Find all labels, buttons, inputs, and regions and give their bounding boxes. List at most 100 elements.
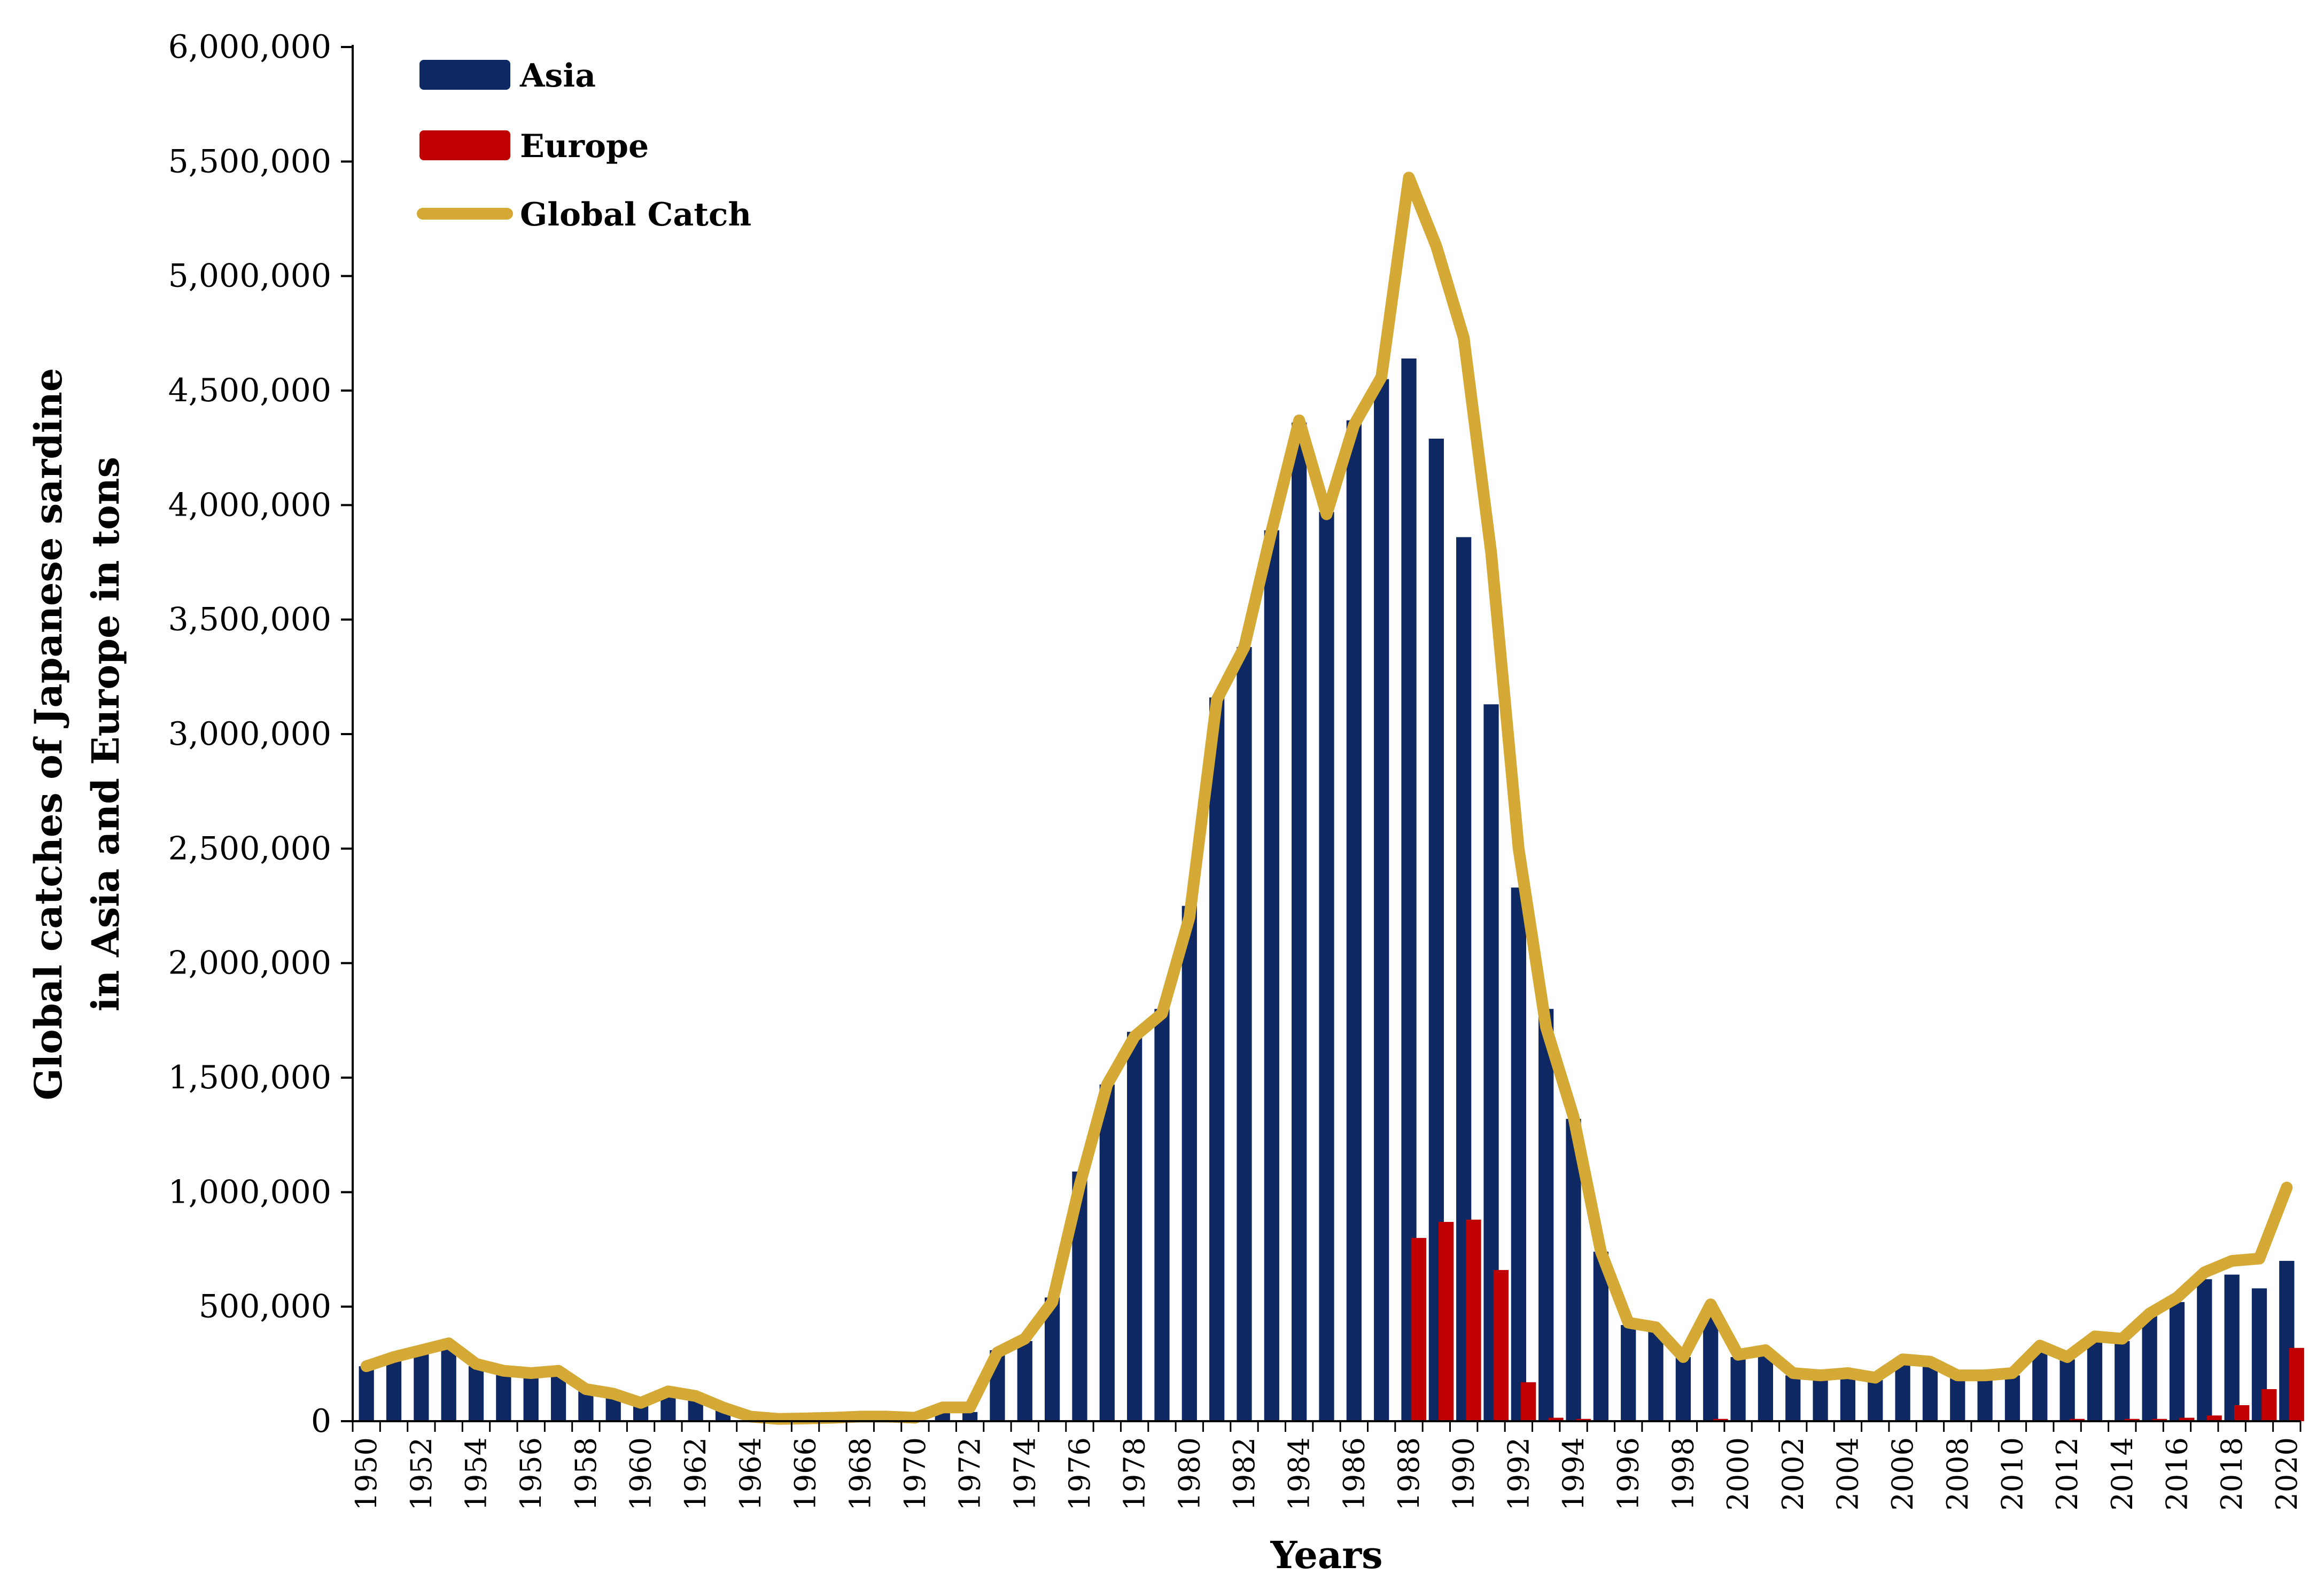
asia-bar-1980 [1182, 906, 1197, 1421]
europe-bar-1999 [1713, 1419, 1728, 1421]
x-tick-label: 1992 [1502, 1437, 1535, 1510]
asia-bar-2000 [1730, 1357, 1746, 1421]
x-tick-label: 1958 [569, 1437, 603, 1510]
y-tick-label: 4,500,000 [168, 372, 331, 409]
asia-bar-2017 [2197, 1279, 2212, 1421]
x-tick-label: 1954 [460, 1437, 493, 1510]
x-tick-label: 1970 [898, 1437, 932, 1510]
asia-bar-2011 [2032, 1347, 2048, 1421]
y-axis-title-line-1: Global catches of Japanese sardine [26, 368, 71, 1101]
europe-bar-2014 [2124, 1419, 2140, 1421]
axes-layer: 0 500,000 1,000,000 1,500,000 2,000,000 2,500… [26, 28, 2304, 1577]
x-tick-label: 2004 [1831, 1437, 1864, 1510]
x-tick-label: 1964 [734, 1437, 767, 1510]
asia-bar-1983 [1264, 530, 1279, 1421]
x-tick-label: 1968 [843, 1437, 877, 1510]
europe-bar-2015 [2151, 1419, 2167, 1421]
asia-bar-1996 [1621, 1324, 1636, 1421]
x-tick-label: 1980 [1172, 1437, 1206, 1510]
asia-bar-1979 [1154, 1009, 1170, 1421]
asia-bar-1993 [1538, 1009, 1554, 1421]
x-tick-label: 2006 [1886, 1437, 1919, 1510]
x-tick-label: 2014 [2105, 1437, 2139, 1510]
asia-bar-2012 [2059, 1359, 2075, 1421]
asia-bar-2014 [2115, 1341, 2130, 1421]
asia-bar-1981 [1209, 697, 1225, 1421]
europe-bar-1991 [1493, 1270, 1509, 1421]
y-tick-label: 500,000 [199, 1288, 331, 1326]
y-tick-label: 2,000,000 [168, 945, 331, 982]
europe-bar-1994 [1575, 1419, 1591, 1421]
asia-bar-2009 [1977, 1377, 1993, 1421]
x-tick-label: 1974 [1008, 1437, 1041, 1510]
x-tick-label: 1966 [789, 1437, 822, 1510]
europe-bar-2017 [2206, 1415, 2222, 1421]
asia-bar-1955 [496, 1373, 511, 1421]
x-tick-label: 2010 [1995, 1437, 2029, 1510]
asia-bar-1998 [1675, 1357, 1691, 1421]
line-layer [360, 172, 2293, 1425]
legend-label-asia: Asia [519, 57, 596, 95]
asia-bar-2006 [1895, 1361, 1910, 1421]
x-tick-label: 1978 [1118, 1437, 1152, 1510]
europe-bar-1990 [1466, 1219, 1481, 1421]
asia-bar-1953 [441, 1345, 456, 1421]
asia-bar-2002 [1785, 1375, 1801, 1421]
y-tick-label: 4,000,000 [168, 486, 331, 524]
asia-bar-2015 [2142, 1315, 2157, 1421]
asia-bar-1985 [1319, 512, 1334, 1422]
asia-bar-2013 [2087, 1338, 2103, 1421]
legend: Asia Europe Global Catch [417, 57, 751, 233]
europe-bar-2018 [2234, 1405, 2250, 1421]
legend-swatch-asia [419, 60, 510, 90]
x-tick-label: 2020 [2270, 1437, 2304, 1510]
y-tick-label: 3,000,000 [168, 715, 331, 753]
asia-bar-1986 [1346, 420, 1362, 1421]
x-tick-label: 1986 [1337, 1437, 1371, 1510]
asia-bar-1956 [523, 1375, 539, 1421]
y-tick-label: 1,500,000 [168, 1059, 331, 1096]
x-tick-label: 1962 [679, 1437, 712, 1510]
y-tick-label: 0 [311, 1402, 331, 1440]
asia-bar-1984 [1292, 423, 1307, 1421]
asia-bar-1954 [468, 1366, 484, 1421]
x-tick-label: 1952 [405, 1437, 438, 1510]
x-tick-label: 1982 [1227, 1437, 1261, 1510]
europe-bar-1993 [1548, 1417, 1564, 1421]
y-tick-label: 2,500,000 [168, 830, 331, 867]
asia-bar-1974 [1017, 1341, 1032, 1421]
x-tick-label: 1950 [349, 1437, 383, 1510]
asia-bar-2016 [2169, 1302, 2185, 1421]
asia-bar-2007 [1922, 1363, 1938, 1421]
asia-bar-1987 [1374, 379, 1389, 1421]
x-tick-label: 2008 [1941, 1437, 1975, 1510]
asia-bar-1982 [1237, 647, 1252, 1421]
x-tick-label: 1984 [1283, 1437, 1316, 1510]
legend-swatch-europe [419, 130, 510, 160]
x-tick-label: 1956 [514, 1437, 548, 1510]
europe-bar-2012 [2069, 1419, 2085, 1421]
legend-label-global-catch: Global Catch [520, 196, 751, 233]
asia-bar-2004 [1840, 1375, 1856, 1421]
x-tick-label: 1998 [1666, 1437, 1700, 1510]
asia-bar-2010 [2004, 1375, 2020, 1421]
europe-bar-1988 [1411, 1238, 1426, 1421]
legend-label-europe: Europe [520, 128, 649, 165]
x-tick-label: 1972 [953, 1437, 987, 1510]
y-tick-label: 1,000,000 [168, 1173, 331, 1211]
asia-bar-2008 [1950, 1377, 1965, 1421]
bars-layer [359, 358, 2304, 1422]
europe-bar-2020 [2289, 1347, 2304, 1421]
asia-bar-1992 [1511, 887, 1526, 1421]
asia-bar-1952 [414, 1350, 429, 1421]
asia-bar-1978 [1127, 1032, 1142, 1421]
europe-bar-1989 [1439, 1222, 1454, 1421]
x-tick-label: 1988 [1392, 1437, 1426, 1510]
asia-bar-1977 [1099, 1084, 1115, 1421]
x-tick-label: 2000 [1721, 1437, 1755, 1510]
asia-bar-2003 [1813, 1377, 1828, 1421]
x-tick-label: 1990 [1447, 1437, 1481, 1510]
asia-bar-1972 [962, 1412, 978, 1421]
x-tick-label: 1960 [624, 1437, 658, 1510]
